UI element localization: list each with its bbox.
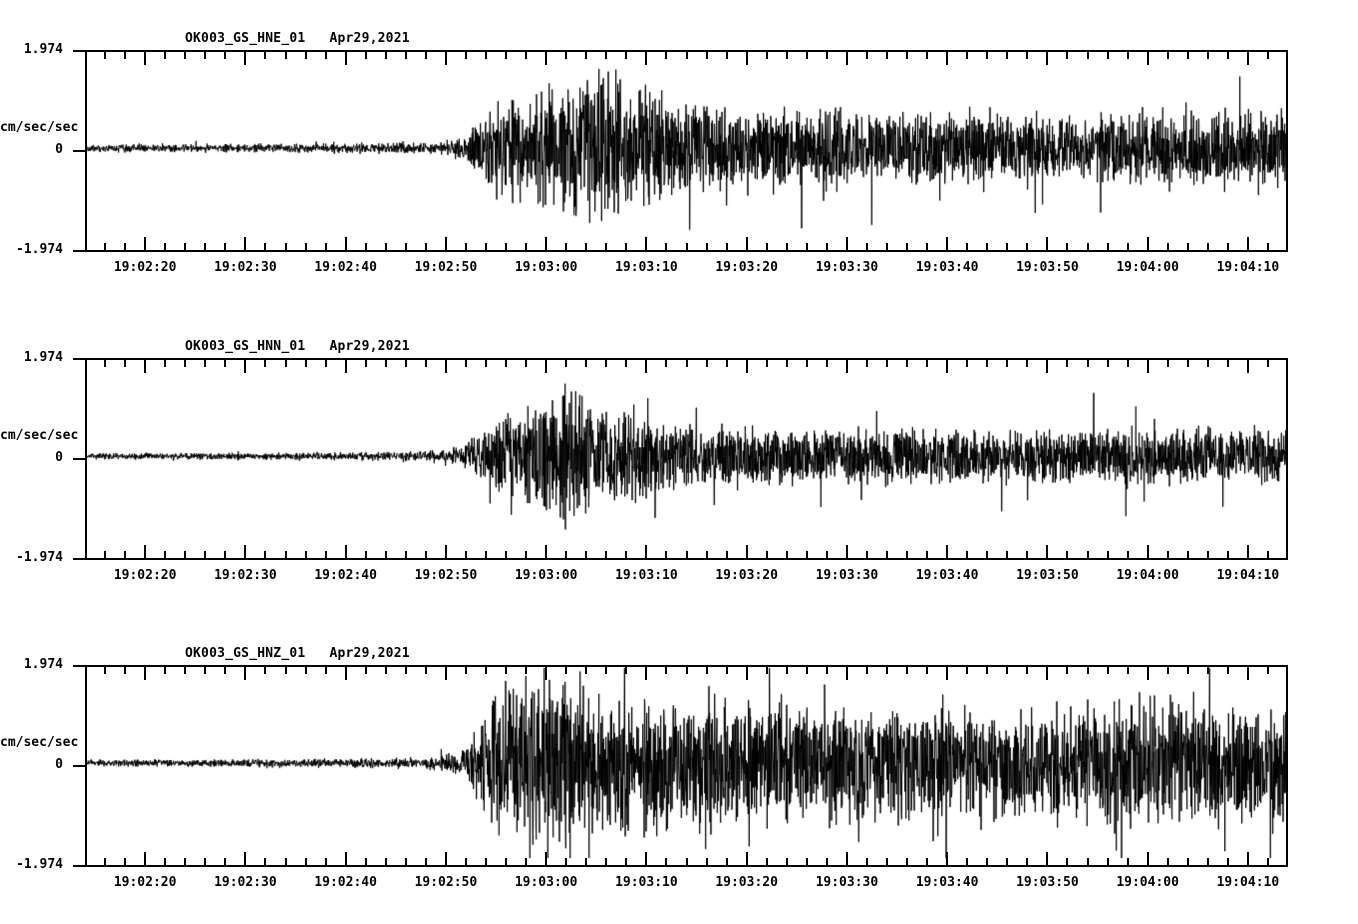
y-axis-tick-label: 1.974 xyxy=(23,42,63,57)
x-axis-tick-label: 19:02:30 xyxy=(214,875,277,890)
y-axis-tick-label: -1.974 xyxy=(16,857,63,872)
x-axis-tick-label: 19:04:00 xyxy=(1116,875,1179,890)
x-axis-tick-label: 19:03:30 xyxy=(815,875,879,890)
y-axis-tick-label: 1.974 xyxy=(23,350,63,365)
x-axis-tick-label: 19:03:00 xyxy=(514,568,578,583)
x-axis-tick-label: 19:03:40 xyxy=(915,260,979,275)
waveform-trace-hnz xyxy=(87,667,1286,865)
panel-title: OK003_GS_HNE_01 Apr29,2021 xyxy=(185,31,410,46)
panel-title: OK003_GS_HNZ_01 Apr29,2021 xyxy=(185,646,410,661)
x-axis-tick-label: 19:03:50 xyxy=(1016,260,1079,275)
y-axis-tick-label: -1.974 xyxy=(16,550,63,565)
x-axis-tick-label: 19:03:50 xyxy=(1016,568,1079,583)
waveform-trace-hnn xyxy=(87,360,1286,558)
x-axis-tick-label: 19:02:40 xyxy=(314,568,377,583)
x-axis-tick-label: 19:04:00 xyxy=(1116,568,1179,583)
x-axis-tick-label: 19:03:30 xyxy=(815,568,879,583)
x-axis-tick-label: 19:04:10 xyxy=(1216,568,1280,583)
x-axis-tick-label: 19:03:00 xyxy=(514,875,578,890)
x-axis-tick-label: 19:02:40 xyxy=(314,875,377,890)
y-axis-tick-label: 0 xyxy=(55,450,63,465)
waveform-trace-hne xyxy=(87,52,1286,250)
y-axis-units-label: cm/sec/sec xyxy=(0,428,79,443)
x-axis-tick-label: 19:02:30 xyxy=(214,568,277,583)
y-axis-units-label: cm/sec/sec xyxy=(0,120,79,135)
x-axis-tick-label: 19:02:20 xyxy=(113,875,177,890)
y-axis-tick-label: 1.974 xyxy=(23,657,63,672)
x-axis-tick-label: 19:03:10 xyxy=(615,260,678,275)
x-axis-tick-label: 19:02:20 xyxy=(113,568,177,583)
x-axis-tick-label: 19:04:10 xyxy=(1216,260,1280,275)
y-axis-tick-label: 0 xyxy=(55,142,63,157)
x-axis-tick-label: 19:03:10 xyxy=(615,568,678,583)
x-axis-tick-label: 19:02:20 xyxy=(113,260,177,275)
x-axis-tick-label: 19:03:40 xyxy=(915,568,979,583)
x-axis-tick-label: 19:02:50 xyxy=(414,568,478,583)
x-axis-tick-label: 19:03:30 xyxy=(815,260,879,275)
x-axis-tick-label: 19:04:10 xyxy=(1216,875,1280,890)
panel-title: OK003_GS_HNN_01 Apr29,2021 xyxy=(185,339,410,354)
x-axis-tick-label: 19:03:20 xyxy=(715,568,778,583)
y-axis-units-label: cm/sec/sec xyxy=(0,735,79,750)
x-axis-tick-label: 19:03:50 xyxy=(1016,875,1079,890)
x-axis-tick-label: 19:02:50 xyxy=(414,260,478,275)
y-axis-tick-label: 0 xyxy=(55,757,63,772)
x-axis-tick-label: 19:02:40 xyxy=(314,260,377,275)
x-axis-tick-label: 19:02:30 xyxy=(214,260,277,275)
x-axis-tick-label: 19:03:00 xyxy=(514,260,578,275)
x-axis-tick-label: 19:03:20 xyxy=(715,260,778,275)
x-axis-tick-label: 19:03:20 xyxy=(715,875,778,890)
x-axis-tick-label: 19:04:00 xyxy=(1116,260,1179,275)
x-axis-tick-label: 19:03:10 xyxy=(615,875,678,890)
x-axis-tick-label: 19:02:50 xyxy=(414,875,478,890)
y-axis-tick-label: -1.974 xyxy=(16,242,63,257)
x-axis-tick-label: 19:03:40 xyxy=(915,875,979,890)
